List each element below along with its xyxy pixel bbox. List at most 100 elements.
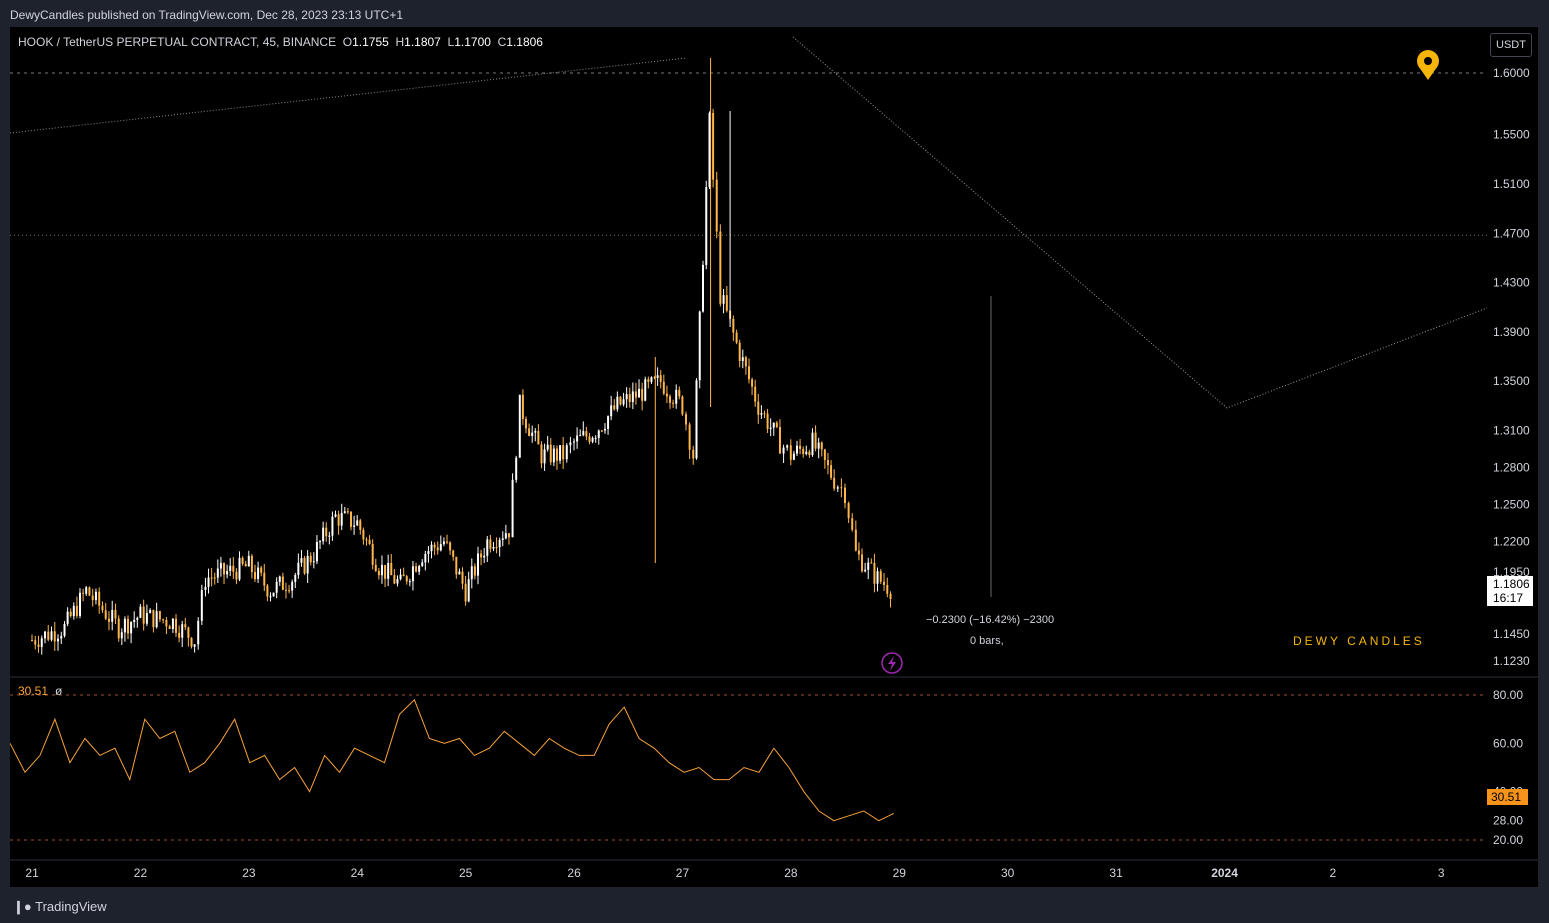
candle-body [155,611,158,628]
candle-body [808,451,811,456]
candle-body [455,556,458,575]
price-tick-label: 1.6000 [1493,66,1530,80]
candle-body [552,448,555,463]
candle-body [178,632,181,638]
time-tick-label: 29 [893,866,907,880]
lightning-icon[interactable] [888,656,896,671]
tradingview-logo: ❙● TradingView [13,899,107,915]
candle-body [149,609,152,614]
candle-body [531,432,534,437]
candle-body [411,566,414,582]
candle-body [751,379,754,387]
candle-body [162,619,165,621]
chart-area[interactable]: 1.6000 1.5500 1.5100 1.4700 1.4300 1.3900 1.35… [10,27,1538,887]
price-tick-label: 1.2800 [1493,460,1530,474]
candle-body [778,426,781,454]
candle-body [622,399,625,405]
candle-body [851,518,854,530]
candle-body [181,624,184,638]
trend-line-upper[interactable] [10,57,687,134]
candle-body [524,418,527,429]
candle-body [555,448,558,461]
high-label: H [395,35,405,49]
candle-body [775,422,778,427]
time-tick-label: 25 [459,866,473,880]
time-tick-label: 31 [1109,866,1123,880]
candle-body [607,416,610,429]
price-tick-label: 1.2500 [1493,497,1530,511]
projection-path[interactable] [792,36,1488,409]
candle-body [371,544,374,565]
candle-body [66,611,69,624]
candle-body [37,644,40,647]
candle-body [439,544,442,551]
candle-body [802,448,805,454]
candle-body [193,644,196,647]
candle-body [647,379,650,382]
countdown-value: 16:17 [1493,591,1523,605]
candle-body [190,637,193,647]
price-tick-label: 1.5500 [1493,128,1530,142]
candle-body [867,562,870,570]
candle-body [229,565,232,572]
candle-body [184,624,187,628]
candle-body [840,487,843,489]
candle-body [331,516,334,536]
candle-body [565,445,568,460]
candle-body [480,553,483,558]
candle-body [111,609,114,622]
time-tick-label: 22 [134,866,148,880]
candle-body [619,396,622,405]
candle-body [210,577,213,579]
price-tick-label: 1.3500 [1493,374,1530,388]
candle-body [433,544,436,548]
candle-body [197,620,200,645]
symbol-legend: HOOK / TetherUS PERPETUAL CONTRACT, 45, … [18,35,543,49]
candle-body [284,589,287,591]
candle-body [461,571,464,584]
candle-body [616,396,619,410]
candle-body [518,394,521,458]
candle-body [82,592,85,594]
alert-pin-icon[interactable] [1419,67,1437,80]
candle-body [306,555,309,574]
candle-body [458,571,461,575]
candle-body [692,449,695,459]
open-label: O [342,35,353,49]
candle-body [269,596,272,598]
brand-name: TradingView [35,899,107,914]
candle-body [207,577,210,587]
candle-body [817,442,820,449]
alert-pin-icon[interactable] [1424,57,1432,65]
indicator-value: 30.51 [18,684,48,698]
indicator-tick-label: 28.00 [1493,814,1523,828]
currency-button[interactable]: USDT [1490,33,1532,57]
alert-pin-icon[interactable] [1416,27,1440,49]
candle-body [515,457,518,480]
candle-body [44,631,47,639]
candle-body [889,593,892,599]
chart-canvas[interactable]: 1.6000 1.5500 1.5100 1.4700 1.4300 1.3900 1.35… [10,27,1538,887]
candle-body [250,555,253,573]
lightning-icon[interactable] [881,652,903,674]
candle-body [365,539,368,541]
measure-change-label: −0.2300 (−16.42%) −2300 [926,614,1054,626]
candle-body [504,533,507,539]
indicator-tick-label: 20.00 [1493,833,1523,847]
candle-body [60,635,63,639]
candle-body [811,432,814,456]
price-tick-label: 1.5100 [1493,177,1530,191]
candle-body [88,587,91,596]
candle-body [594,437,597,439]
candle-body [864,569,867,572]
candle-body [319,541,322,543]
candle-body [795,445,798,454]
candle-body [695,380,698,459]
candle-body [235,571,238,580]
candle-body [57,638,60,642]
candle-body [334,514,337,517]
candle-body [540,444,543,464]
candle-body [879,571,882,582]
candle-body [40,638,43,647]
footer-bar: ❙● TradingView [0,889,1549,923]
